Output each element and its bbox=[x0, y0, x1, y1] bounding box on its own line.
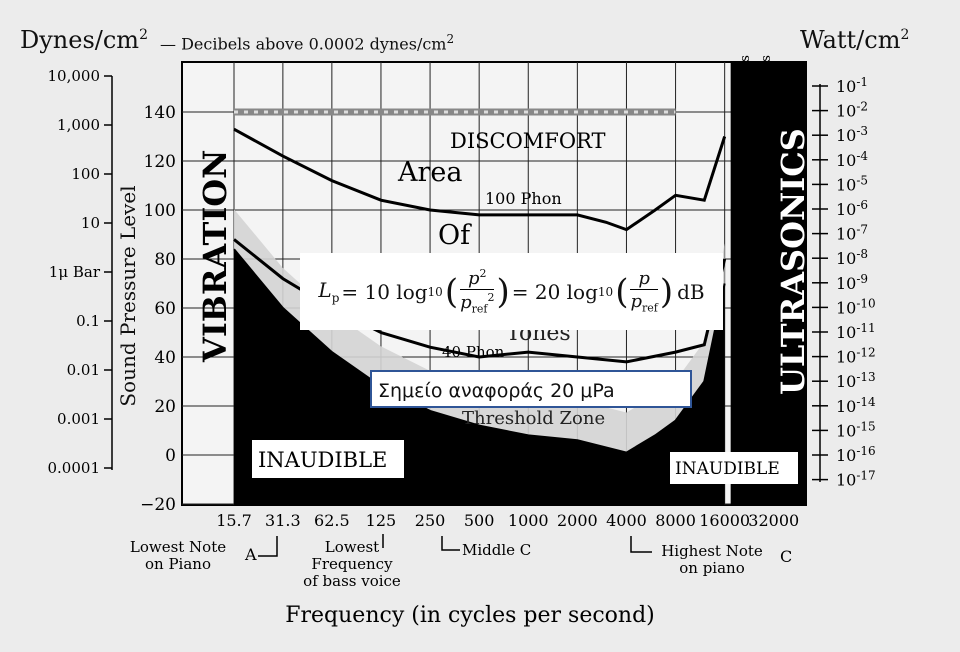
right-axis-tick-label: 10-13 bbox=[836, 370, 876, 391]
label-inaudible-left: INAUDIBLE bbox=[258, 448, 387, 472]
left-axis-tick-label: 0.001 bbox=[57, 410, 100, 428]
left-axis-tick-label: 10,000 bbox=[48, 67, 101, 85]
label-area: Area bbox=[397, 157, 462, 188]
x-tick-label: 1000 bbox=[508, 511, 549, 530]
right-axis-tick-label: 10-14 bbox=[836, 395, 876, 416]
right-axis-tick-label: 10-11 bbox=[836, 321, 876, 342]
left-axis-tick-label: 10 bbox=[81, 214, 100, 232]
x-tick-label: 250 bbox=[415, 511, 446, 530]
formula-box: Lp = 10 log 10 ( p2 pref2 ) = 20 log 10 ( … bbox=[300, 253, 723, 330]
formula-part2: = 20 log bbox=[511, 279, 598, 304]
annotation-highest-note: Highest Note on piano bbox=[661, 542, 763, 577]
ultrasonic-region bbox=[730, 62, 806, 505]
y-tick-label: −20 bbox=[140, 495, 176, 515]
x-tick-label: 500 bbox=[464, 511, 495, 530]
left-axis-tick-label: 0.01 bbox=[67, 361, 100, 379]
label-discomfort: DISCOMFORT bbox=[450, 129, 606, 153]
threshold-line bbox=[233, 248, 726, 454]
x-tick-label: 62.5 bbox=[314, 511, 350, 530]
series-line-100-phon bbox=[233, 127, 727, 232]
label-inaudible-right: INAUDIBLE bbox=[675, 459, 780, 479]
left-axis-tick-label: 0.0001 bbox=[48, 459, 101, 477]
y-axis-title: Sound Pressure Level bbox=[116, 185, 140, 407]
left-axis-tick-label: 1μ Bar bbox=[49, 263, 101, 281]
decibels-note: — Decibels above 0.0002 dynes/cm2 bbox=[160, 32, 455, 54]
right-axis-title: Watt/cm2 bbox=[800, 26, 910, 54]
inaudible-box-right bbox=[670, 452, 798, 484]
left-axis-title: Dynes/cm2 bbox=[20, 26, 148, 54]
right-axis-tick-label: 10-4 bbox=[836, 149, 868, 170]
right-axis-tick-label: 10-8 bbox=[836, 247, 868, 268]
right-axis-tick-label: 10-10 bbox=[836, 296, 876, 317]
x-tick-label: 2000 bbox=[557, 511, 598, 530]
right-axis-tick-label: 10-5 bbox=[836, 173, 868, 194]
x-tick-label: 125 bbox=[366, 511, 397, 530]
annotation-bass-voice: Lowest Frequency of bass voice bbox=[303, 538, 401, 590]
y-tick-label: 80 bbox=[154, 250, 176, 270]
x-tick-label: 31.3 bbox=[265, 511, 301, 530]
x-tick-label: 16000 bbox=[699, 511, 750, 530]
left-axis-tick-label: 1,000 bbox=[57, 116, 100, 134]
right-axis-tick-label: 10-6 bbox=[836, 198, 868, 219]
annotation-lowest-note-letter: A bbox=[244, 545, 257, 564]
x-tick-label: 4000 bbox=[606, 511, 647, 530]
formula-lhs: Lp bbox=[318, 278, 340, 305]
left-axis-tick-label: 0.1 bbox=[76, 312, 100, 330]
right-axis-tick-label: 10-15 bbox=[836, 419, 876, 440]
x-tick-label: 32000 bbox=[748, 511, 799, 530]
right-axis-tick-label: 10-16 bbox=[836, 444, 876, 465]
formula-unit: dB bbox=[677, 279, 705, 304]
x-tick-label: 15.7 bbox=[216, 511, 252, 530]
label-vibration: VIBRATION bbox=[196, 150, 234, 363]
y-tick-label: 20 bbox=[154, 397, 176, 417]
y-tick-label: 60 bbox=[154, 299, 176, 319]
label-20-yrs: 20 yrs bbox=[759, 55, 774, 96]
left-axis-tick-label: 100 bbox=[71, 165, 100, 183]
arrow-highest-note bbox=[630, 536, 652, 553]
formula-part1: = 10 log bbox=[341, 279, 428, 304]
label-ultrasonics: ULTRASONICS bbox=[774, 128, 812, 395]
y-tick-label: 40 bbox=[154, 348, 176, 368]
arrow-middle-c bbox=[441, 536, 460, 551]
x-axis-title: Frequency (in cycles per second) bbox=[285, 603, 655, 628]
y-tick-label: 100 bbox=[144, 201, 176, 221]
right-axis-tick-label: 10-3 bbox=[836, 124, 868, 145]
label-50-yrs: 50 yrs bbox=[738, 55, 753, 96]
x-tick-label: 8000 bbox=[655, 511, 696, 530]
label-threshold-zone: Threshold Zone bbox=[462, 408, 605, 429]
reference-point-callout: Σημείο αναφοράς 20 μPa bbox=[370, 370, 692, 408]
inaudible-box-left bbox=[252, 440, 404, 478]
annotation-lowest-note: Lowest Note on Piano bbox=[130, 538, 226, 573]
right-axis-tick-label: 10-2 bbox=[836, 100, 868, 121]
label-100-phon: 100 Phon bbox=[485, 189, 562, 208]
label-40-phon: 40 Phon bbox=[442, 343, 505, 361]
right-axis-tick-label: 10-17 bbox=[836, 469, 876, 490]
arrow-lowest-note bbox=[258, 536, 278, 557]
y-tick-label: 140 bbox=[144, 103, 176, 123]
right-axis-tick-label: 10-9 bbox=[836, 272, 868, 293]
y-tick-label: 0 bbox=[165, 446, 176, 466]
annotation-highest-note-letter: C bbox=[780, 547, 792, 566]
label-of: Of bbox=[438, 220, 472, 251]
right-axis-tick-label: 10-7 bbox=[836, 223, 868, 244]
right-axis-tick-label: 10-1 bbox=[836, 75, 868, 96]
y-tick-label: 120 bbox=[144, 152, 176, 172]
annotation-middle-c: Middle C bbox=[462, 541, 531, 559]
right-axis-tick-label: 10-12 bbox=[836, 346, 876, 367]
